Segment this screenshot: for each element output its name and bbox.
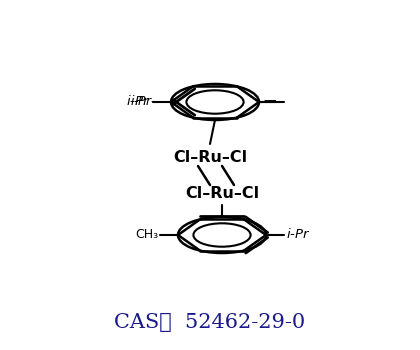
Text: CAS：  52462-29-0: CAS： 52462-29-0 (114, 314, 306, 332)
Text: Cl–Ru–Cl: Cl–Ru–Cl (185, 186, 259, 201)
Text: Cl–Ru–Cl: Cl–Ru–Cl (173, 150, 247, 166)
Text: $i$-Pr—: $i$-Pr— (131, 94, 165, 108)
Text: $i$-Pr: $i$-Pr (286, 227, 311, 241)
Text: —: — (263, 94, 276, 107)
Text: $i$-Pr: $i$-Pr (126, 94, 151, 108)
Text: CH₃: CH₃ (135, 228, 158, 240)
